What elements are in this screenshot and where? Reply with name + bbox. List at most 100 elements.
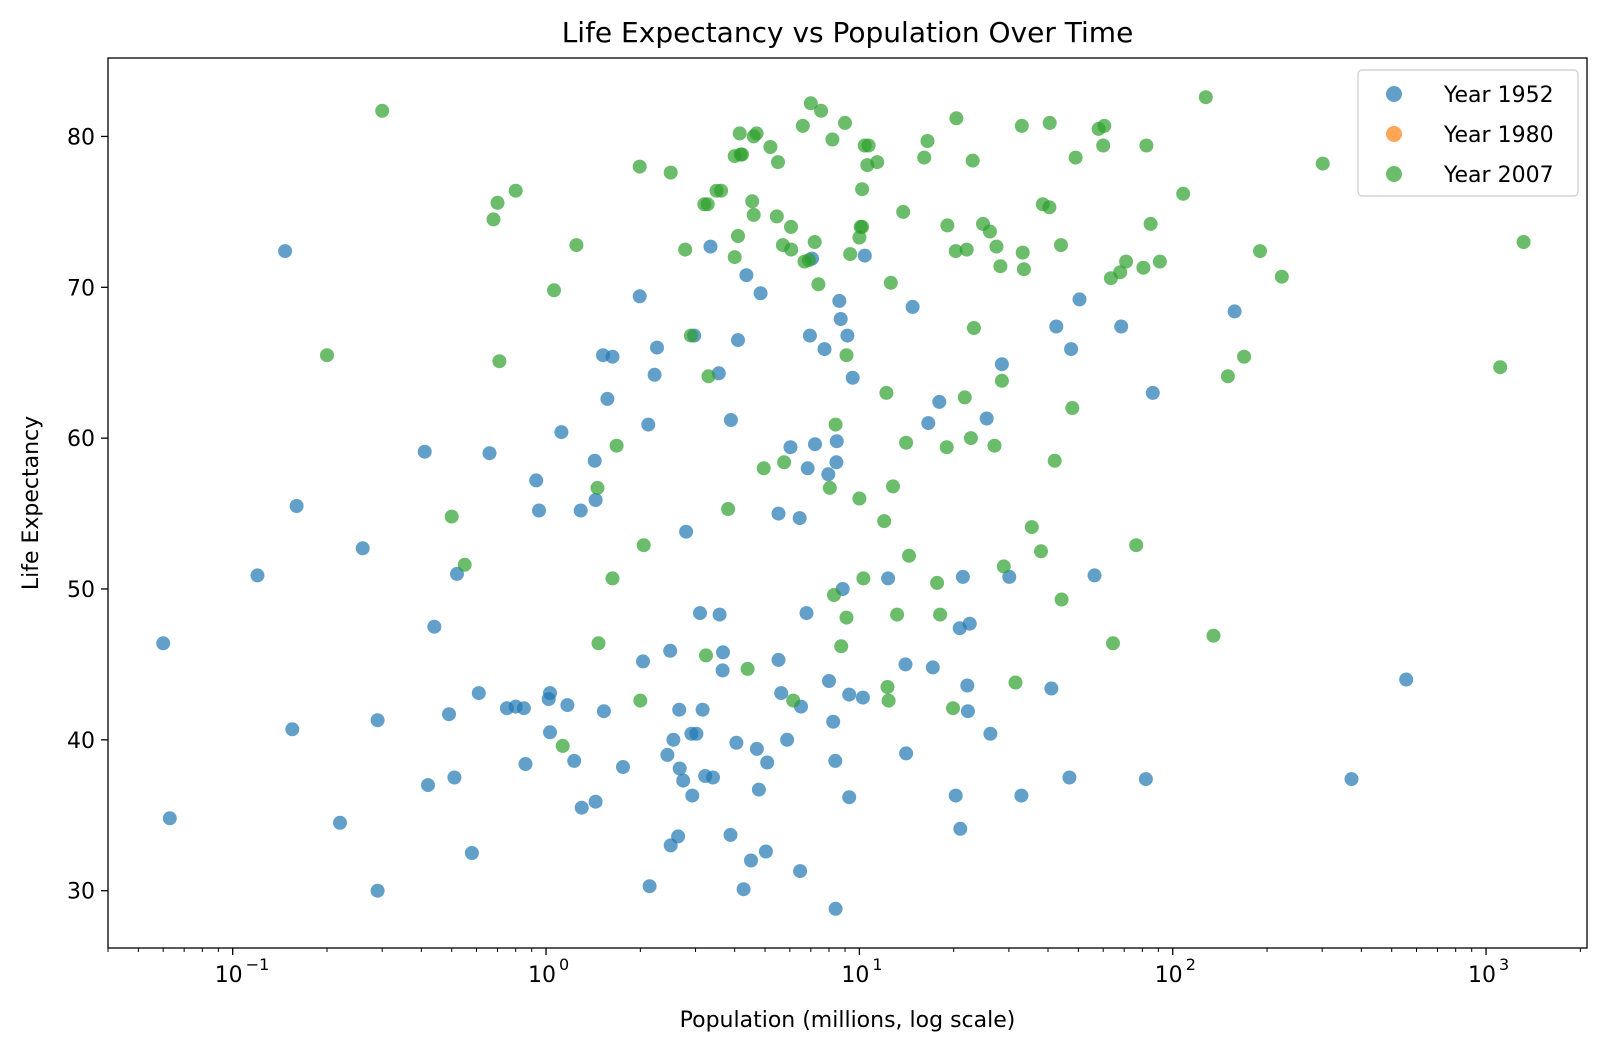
point-series-0 [739, 268, 754, 283]
point-series-2 [786, 693, 801, 708]
legend-label: Year 2007 [1443, 163, 1554, 188]
point-series-2 [1493, 360, 1508, 375]
point-series-2 [965, 153, 980, 168]
point-series-0 [660, 747, 675, 762]
point-series-2 [886, 479, 900, 494]
point-series-2 [828, 417, 843, 432]
legend-marker [1386, 166, 1402, 182]
point-series-0 [905, 299, 920, 314]
legend-entry: Year 1980 [1386, 123, 1554, 148]
y-tick-label: 50 [67, 578, 95, 603]
point-series-0 [370, 713, 385, 728]
point-series-2 [746, 207, 761, 222]
point-series-0 [636, 654, 650, 669]
point-series-0 [554, 425, 569, 440]
point-series-2 [777, 455, 792, 470]
point-series-2 [822, 480, 837, 495]
legend-marker [1386, 126, 1402, 142]
point-series-0 [832, 293, 847, 308]
point-series-2 [569, 238, 584, 253]
point-series-2 [749, 126, 764, 141]
point-series-0 [948, 788, 963, 803]
point-series-2 [917, 150, 932, 165]
point-series-2 [605, 571, 620, 586]
x-tick-label: 10 3 [1468, 955, 1509, 988]
point-series-0 [605, 349, 620, 364]
point-series-2 [1152, 254, 1167, 269]
x-axis: 10 −1 10 0 10 1 10 2 10 3 [107, 948, 1581, 988]
point-series-2 [457, 557, 472, 572]
point-series-0 [826, 714, 841, 729]
x-tick-exponent: 2 [1186, 955, 1196, 974]
point-series-0 [1002, 569, 1017, 584]
point-series-2 [1014, 118, 1029, 133]
point-series-2 [683, 328, 698, 343]
point-series-0 [672, 702, 687, 717]
legend: Year 1952 Year 1980 Year 2007 [1357, 69, 1579, 197]
point-series-0 [828, 901, 843, 916]
point-series-2 [963, 431, 978, 446]
x-tick-label: 10 2 [1155, 955, 1196, 988]
point-series-0 [278, 244, 293, 259]
point-series-0 [516, 701, 531, 716]
point-series-2 [591, 636, 606, 651]
point-series-0 [421, 778, 435, 793]
point-series-2 [959, 242, 974, 257]
point-series-0 [833, 312, 848, 326]
point-series-2 [1047, 453, 1062, 468]
point-series-2 [930, 575, 945, 590]
point-series-2 [855, 182, 870, 197]
point-series-2 [902, 548, 916, 563]
point-series-0 [587, 453, 602, 468]
point-series-0 [723, 827, 738, 842]
point-series-0 [829, 455, 844, 470]
point-series-2 [1015, 245, 1030, 260]
point-series-2 [727, 250, 742, 265]
point-series-2 [795, 118, 810, 133]
point-series-2 [735, 147, 749, 162]
point-series-0 [960, 678, 975, 693]
point-series-2 [803, 96, 818, 111]
point-series-2 [827, 588, 841, 602]
point-series-0 [753, 286, 768, 301]
point-series-0 [529, 473, 544, 488]
point-series-0 [1014, 788, 1029, 803]
point-series-2 [721, 502, 736, 516]
point-series-0 [715, 663, 730, 678]
point-series-2 [839, 348, 854, 363]
point-series-0 [679, 524, 694, 539]
point-series-0 [962, 616, 977, 631]
point-series-2 [1136, 260, 1151, 275]
point-series-0 [518, 757, 533, 771]
point-series-0 [447, 770, 462, 785]
point-series-0 [543, 725, 557, 740]
point-series-0 [1227, 304, 1242, 319]
x-tick-exponent: 3 [1499, 955, 1509, 974]
point-series-2 [933, 607, 948, 622]
legend-label: Year 1952 [1443, 83, 1554, 108]
point-series-0 [647, 367, 662, 382]
point-series-2 [1016, 262, 1031, 277]
point-series-0 [250, 568, 265, 583]
point-series-2 [811, 277, 826, 292]
point-series-2 [814, 103, 829, 118]
x-tick-label: 10 −1 [215, 955, 270, 988]
point-series-0 [574, 800, 589, 815]
point-series-2 [1220, 369, 1235, 384]
point-series-0 [780, 732, 795, 747]
point-series-0 [808, 437, 822, 452]
point-series-2 [852, 491, 867, 506]
point-series-0 [666, 732, 681, 747]
point-series-0 [427, 619, 442, 634]
y-tick-label: 70 [67, 276, 95, 301]
point-series-2 [1143, 216, 1158, 231]
point-series-2 [899, 435, 914, 450]
point-series-0 [925, 660, 940, 675]
point-series-0 [1049, 319, 1064, 334]
point-series-0 [842, 790, 857, 805]
point-series-2 [946, 701, 960, 716]
point-series-0 [642, 879, 657, 894]
point-series-2 [701, 369, 716, 384]
x-tick-exponent: 1 [872, 955, 882, 974]
